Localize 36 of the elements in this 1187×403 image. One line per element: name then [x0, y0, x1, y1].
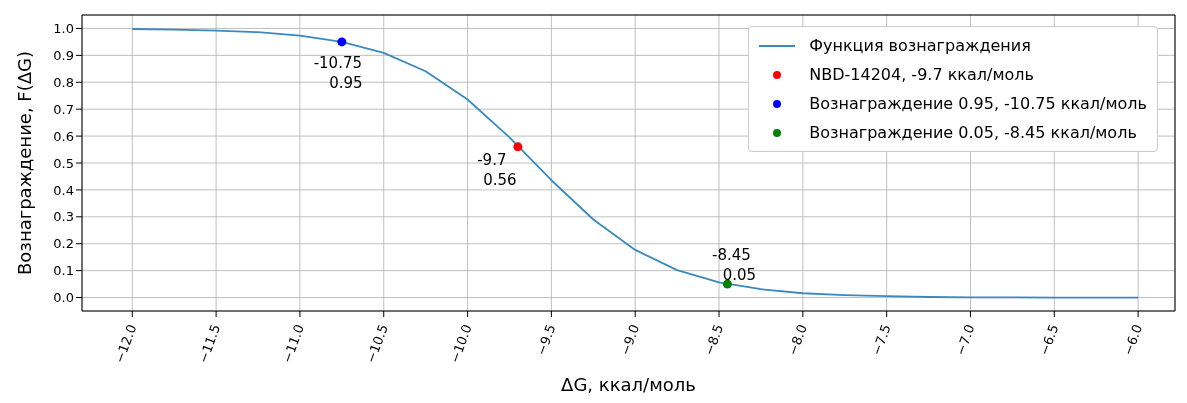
- y-tick-label: 0.4: [53, 182, 74, 198]
- y-tick-label: 0.6: [53, 128, 74, 144]
- annotation: -8.45 0.05: [712, 246, 757, 285]
- x-tick-label: −12.0: [111, 322, 140, 366]
- x-tick-label: −7.0: [952, 322, 978, 358]
- y-tick-label: 0.5: [53, 155, 74, 171]
- x-tick-label: −8.0: [785, 322, 810, 358]
- point: [722, 279, 732, 289]
- x-tick-label: −6.5: [1036, 322, 1062, 358]
- x-tick-label: −6.0: [1120, 322, 1146, 358]
- y-tick-label: 1.0: [53, 21, 74, 37]
- x-axis-title: ΔG, ккал/моль: [561, 374, 696, 395]
- y-tick-label: 0.9: [53, 47, 74, 63]
- point: [337, 37, 347, 47]
- x-tick-label: −11.5: [195, 322, 224, 366]
- y-tick-label: 0.2: [53, 236, 74, 252]
- y-tick-label: 0.0: [53, 290, 74, 306]
- x-tick-label: −9.5: [533, 322, 559, 358]
- annotation: -9.7 0.56: [477, 150, 517, 189]
- x-tick-label: −10.0: [446, 322, 475, 366]
- legend-label: NBD-14204, -9.7 ккал/моль: [809, 64, 1034, 86]
- legend-label: Вознаграждение 0.05, -8.45 ккал/моль: [809, 122, 1137, 144]
- x-tick-label: −7.5: [868, 322, 894, 358]
- y-tick-label: 0.7: [53, 101, 74, 117]
- point: [513, 142, 523, 152]
- annotation: -10.75 0.95: [313, 53, 363, 92]
- x-tick-label: −10.5: [363, 322, 391, 366]
- legend-label: Функция вознаграждения: [809, 35, 1031, 57]
- legend-label: Вознаграждение 0.95, -10.75 ккал/моль: [809, 93, 1147, 115]
- y-tick-label: 0.8: [53, 74, 74, 90]
- y-axis-title: Вознаграждение, F(ΔG): [13, 50, 35, 276]
- y-tick-label: 0.1: [53, 263, 74, 279]
- x-tick-label: −9.0: [617, 322, 643, 358]
- x-tick-label: −11.0: [279, 322, 307, 366]
- x-tick-label: −8.5: [701, 322, 727, 358]
- y-tick-label: 0.3: [53, 209, 74, 225]
